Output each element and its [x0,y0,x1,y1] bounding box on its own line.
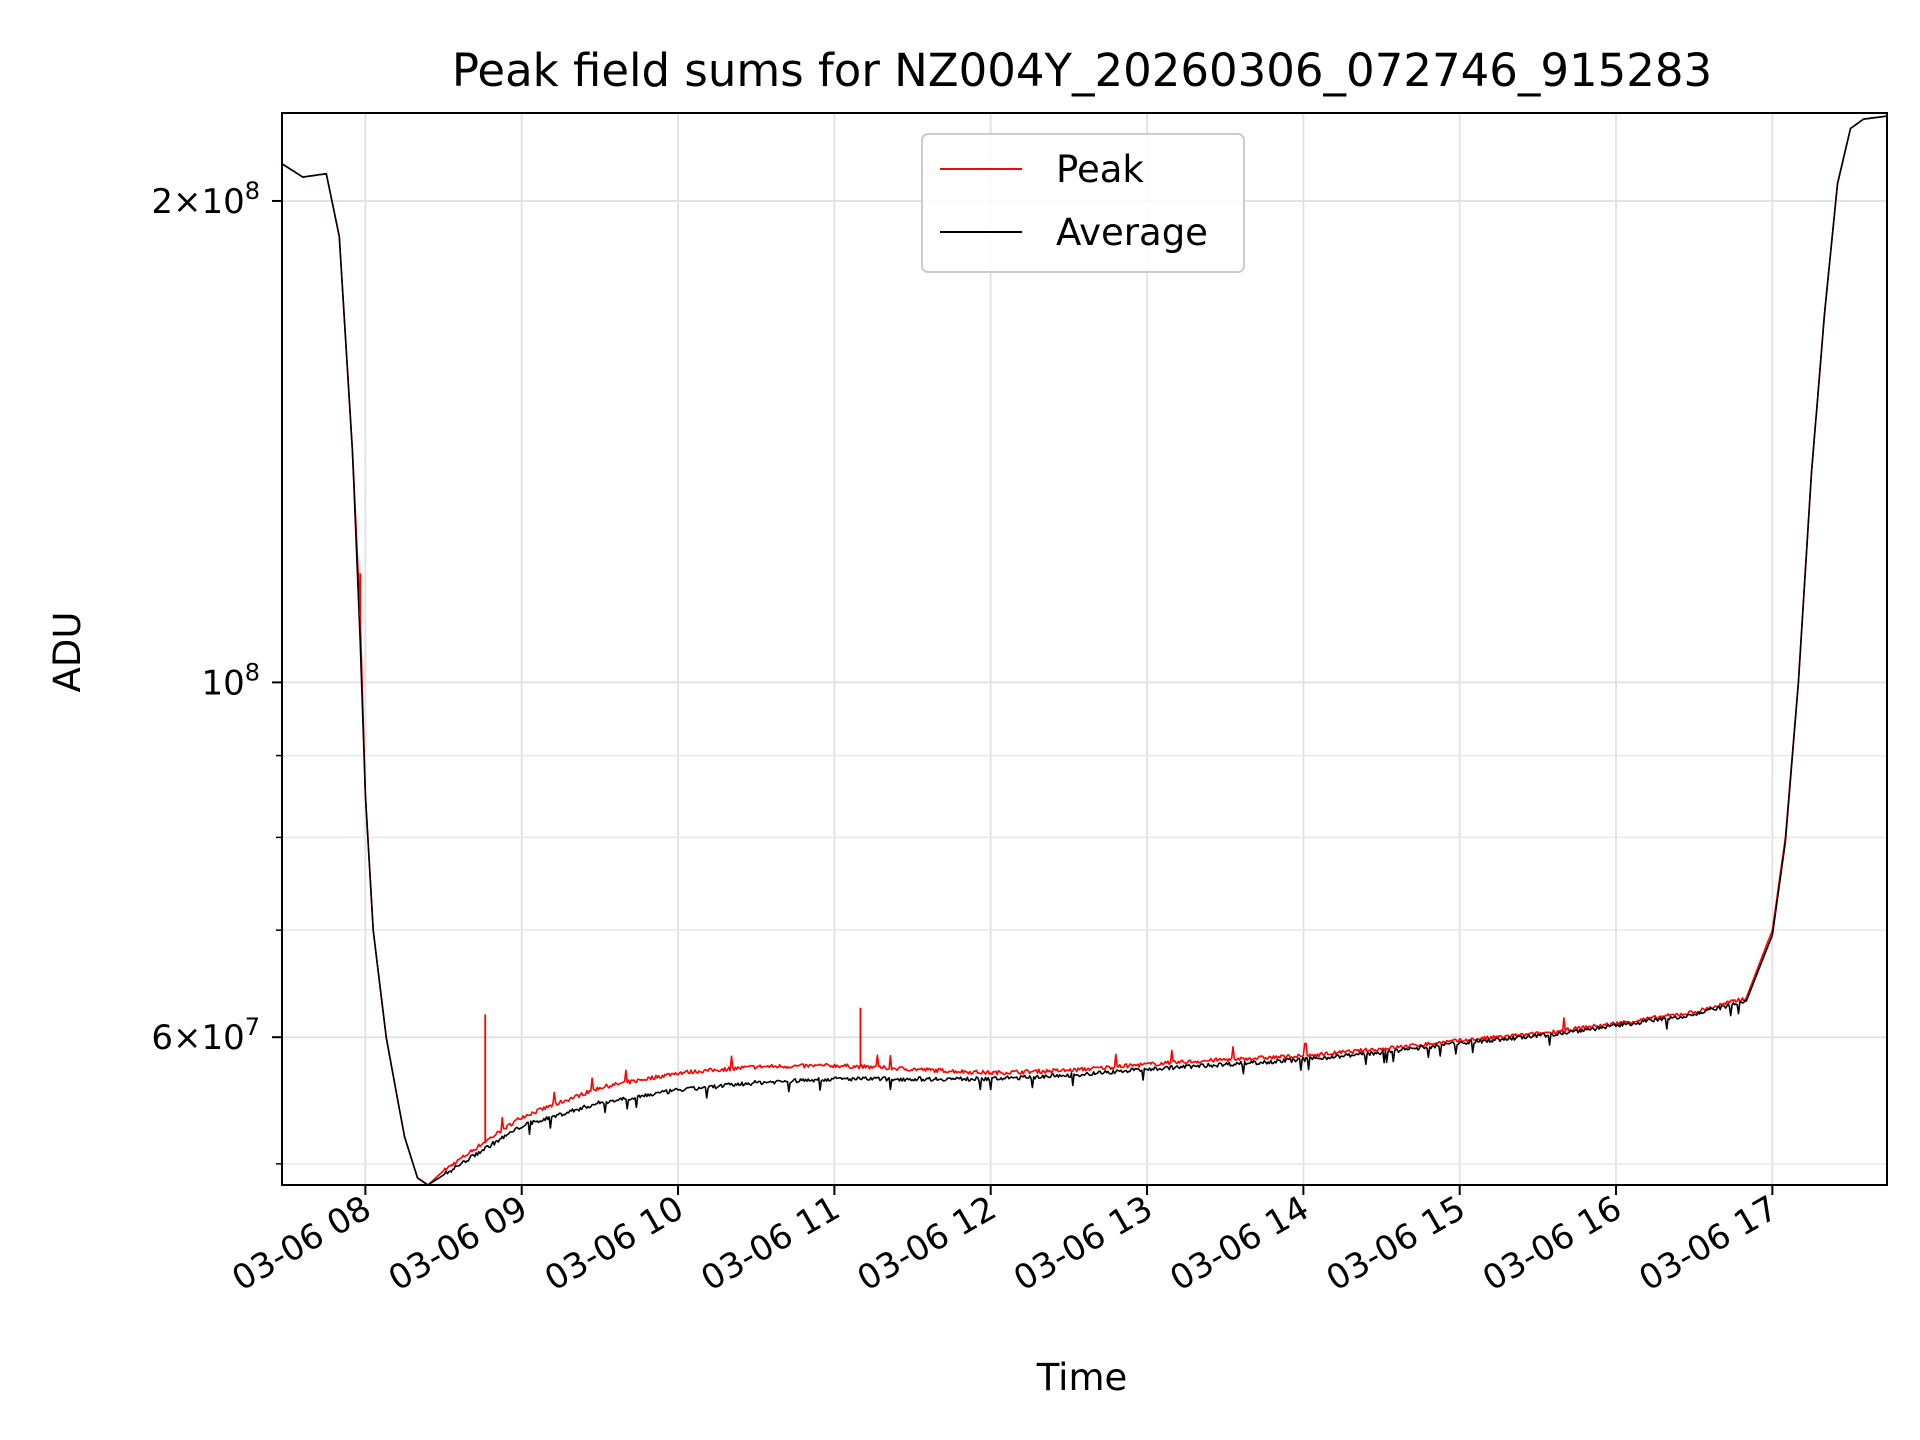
chart-title: Peak field sums for NZ004Y_20260306_0727… [452,44,1712,97]
y-tick-label: 108 [201,658,260,703]
y-tick-label: 6×107 [151,1013,260,1058]
y-tick-label: 2×108 [151,177,260,222]
legend: Peak Average [921,133,1245,273]
x-axis-label: Time [1036,1356,1128,1399]
y-axis: 2×108 108 6×107 [151,177,282,1165]
series-layer [281,115,1888,1186]
legend-label-average: Average [1056,211,1208,254]
plot-frame [281,112,1888,1186]
legend-label-peak: Peak [1056,148,1144,191]
series-line-peak [281,115,1888,1186]
y-axis-label: ADU [46,612,89,693]
series-line-average [281,115,1888,1186]
